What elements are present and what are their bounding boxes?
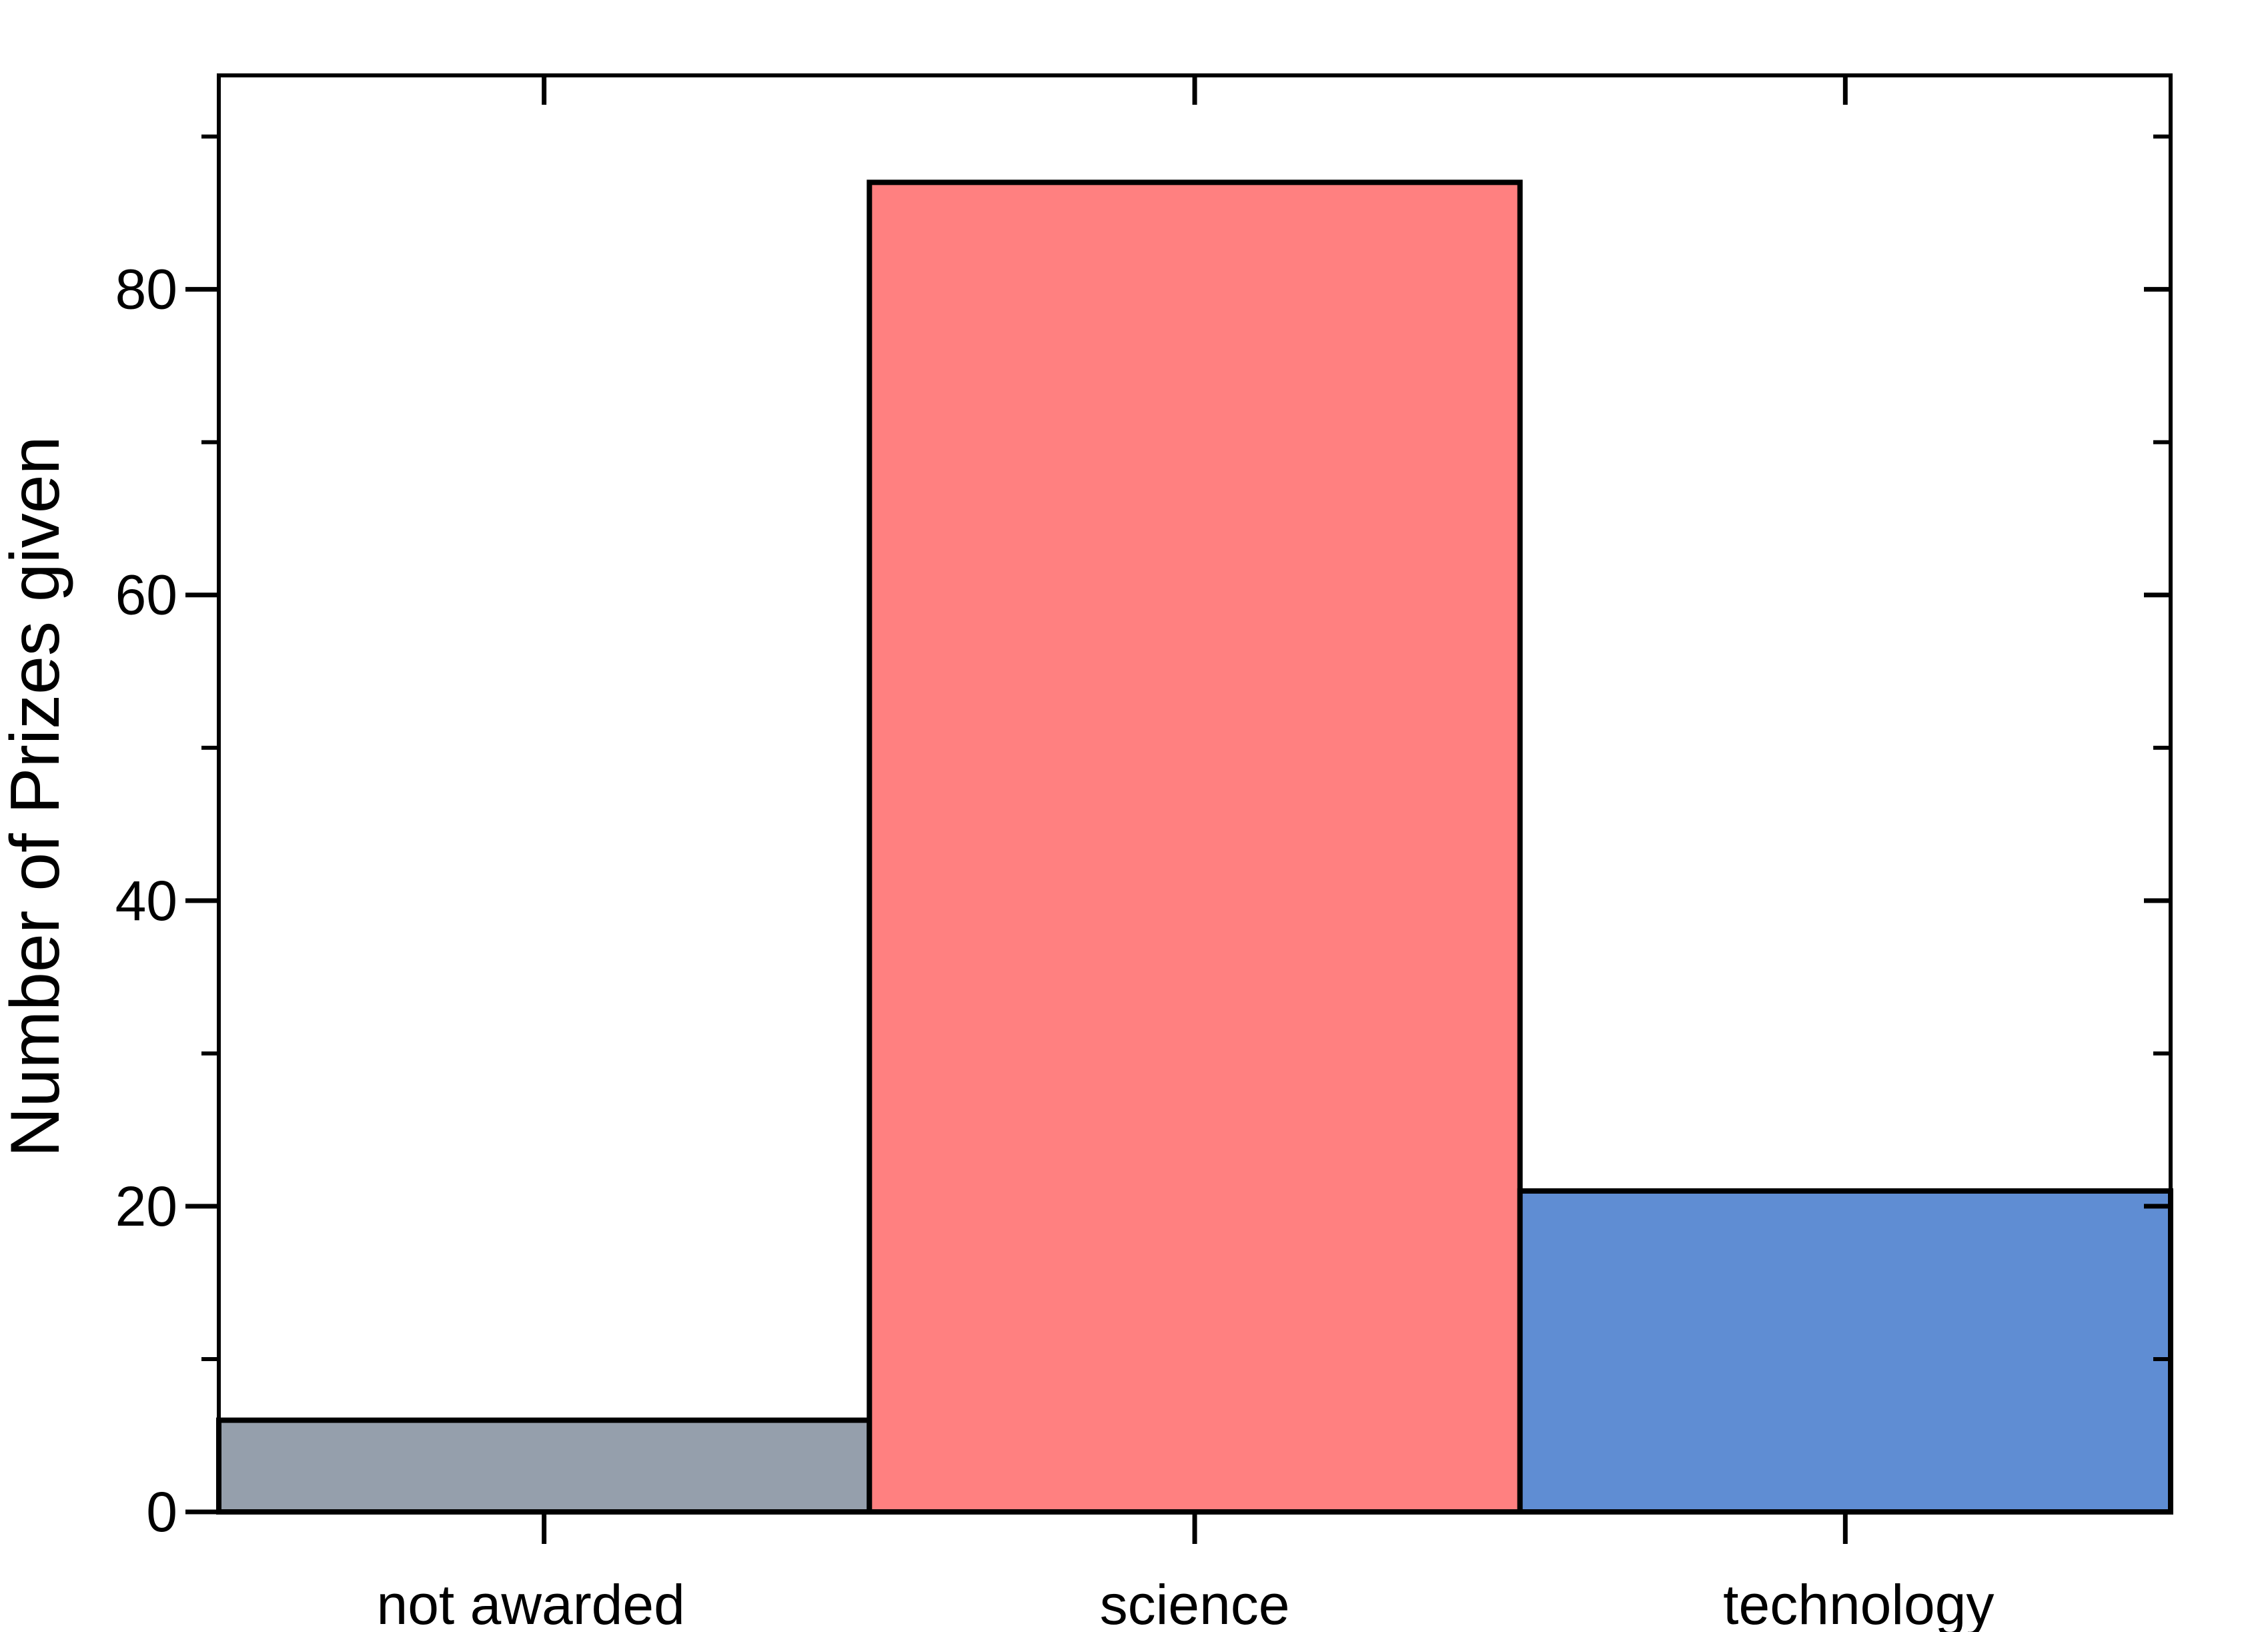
labels-layer: 0 20 40 60 80 not awarded science technology — [115, 258, 1995, 1632]
y-tick-label-20: 20 — [115, 1175, 177, 1238]
x-tick-label-science: science — [1100, 1573, 1290, 1632]
bars-layer — [216, 179, 2174, 1515]
y-axis-label: Number of Prizes given — [0, 436, 74, 1158]
y-tick-label-60: 60 — [115, 564, 177, 627]
y-tick-label-80: 80 — [115, 258, 177, 321]
bar-science — [867, 179, 1523, 1515]
bar-technology — [1517, 1188, 2174, 1515]
x-tick-label-technology: technology — [1723, 1573, 1994, 1632]
axes-layer — [185, 73, 2173, 1544]
y-tick-label-40: 40 — [115, 869, 177, 932]
x-tick-label-not-awarded: not awarded — [377, 1573, 685, 1632]
y-tick-label-0: 0 — [146, 1481, 177, 1543]
bar-not-awarded — [216, 1417, 873, 1515]
